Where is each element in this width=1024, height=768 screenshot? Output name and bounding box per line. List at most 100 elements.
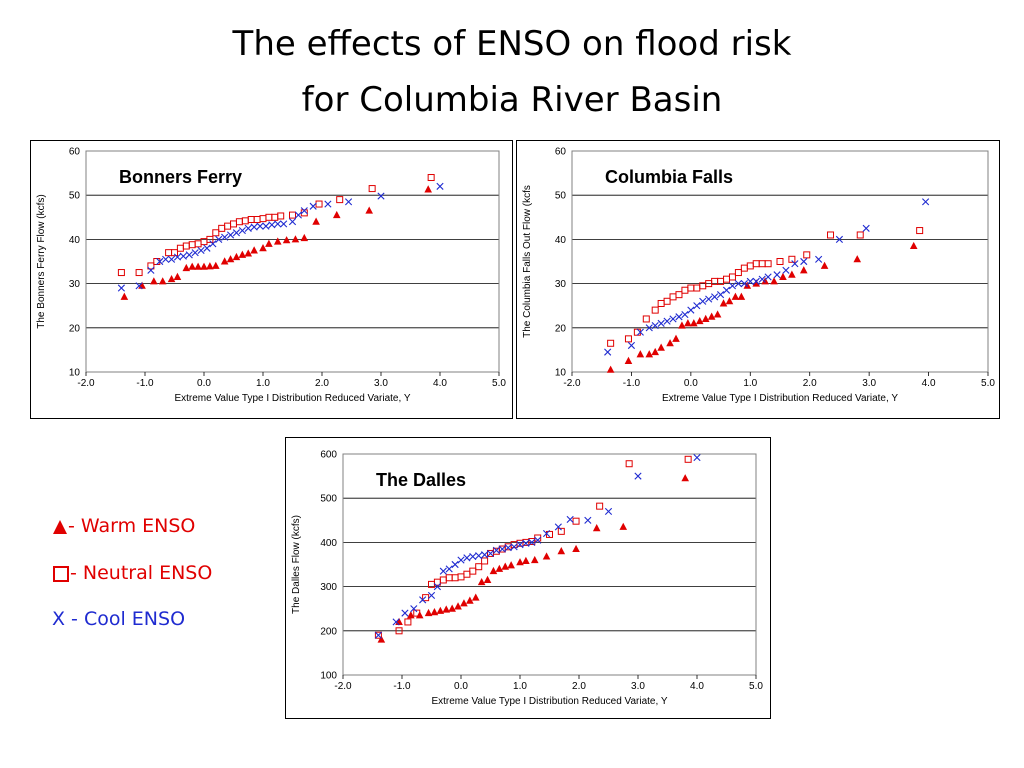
data-point-warm [666,339,674,347]
data-point-neutral [469,567,477,575]
x-mark-stroke [669,315,677,323]
data-point-cool [268,221,276,229]
y-tick-label: 400 [320,538,337,549]
data-point-neutral [224,222,232,230]
x-mark-stroke [173,253,182,261]
data-point-warm [707,312,716,320]
legend-cool-enso: X - Cool ENSO [52,608,185,630]
x-tick-label: 4.0 [922,378,936,389]
data-point-neutral [259,215,267,223]
y-tick-label: 50 [555,191,567,202]
data-point-cool [516,541,524,549]
data-point-warm [244,249,253,257]
series-cool-enso [117,182,444,292]
data-point-neutral [827,231,835,239]
data-point-cool [469,552,477,561]
data-point-neutral [451,574,459,582]
plot-area [85,150,500,373]
data-point-neutral [182,242,190,250]
x-tick-label: 5.0 [981,378,995,389]
data-point-cool [534,536,542,544]
data-point-cool [463,554,471,562]
x-tick-label: 5.0 [492,378,506,389]
x-tick-label: 0.0 [197,378,211,389]
x-mark-stroke [262,222,270,230]
data-point-warm [681,474,689,482]
data-point-warm [489,566,498,575]
data-point-warm [407,611,415,619]
x-mark-stroke [232,229,241,237]
data-point-cool [167,255,176,263]
data-point-neutral [427,174,435,182]
data-point-cool [162,255,170,263]
data-point-neutral [153,258,161,265]
x-mark-stroke [463,554,471,562]
x-mark-stroke [675,313,683,321]
x-mark-stroke [445,565,453,573]
data-point-cool [504,544,512,552]
legend-neutral-enso: - Neutral ENSO [52,562,212,584]
data-point-warm [557,547,566,555]
data-point-cool [117,284,125,292]
data-point-cool [835,235,844,243]
data-point-warm [695,316,704,325]
x-mark-stroke [344,198,353,206]
data-point-cool [436,182,444,190]
data-point-warm [725,297,734,305]
data-point-cool [481,551,489,559]
data-point-neutral [413,609,421,617]
chart-svg-the-dalles: 100 200 300 400 500 600 -2.0 -1.0 0.0 1.0 2.0 3.0 4.… [291,450,763,708]
chart-svg-bonners-ferry: 10 20 30 40 50 60 -2.0 -1.0 0.0 1.0 2.0 3.0 4.0 5.0 Ex… [36,147,506,405]
data-point-neutral [218,224,226,232]
data-point-cool [156,257,164,266]
data-point-cool [294,211,302,219]
data-point-neutral [395,627,403,635]
x-mark-stroke [457,556,465,564]
data-point-neutral [176,244,184,252]
data-point-warm [743,281,752,289]
data-point-warm [779,272,787,280]
data-point-neutral [625,460,633,468]
x-mark-stroke [636,328,644,336]
data-point-warm [282,236,291,244]
x-mark-stroke [584,516,592,524]
data-point-cool [815,255,823,263]
y-tick-label: 40 [69,235,81,246]
data-point-warm [507,561,515,569]
x-tick-label: 2.0 [315,378,329,389]
square-icon [53,565,69,582]
x-mark-stroke [862,224,870,232]
data-point-cool [392,618,400,626]
y-axis-label: The Bonners Ferry Flow (kcfs) [36,194,47,328]
data-point-cool [634,472,642,480]
data-point-cool [636,328,644,336]
data-point-neutral [271,213,279,221]
data-point-warm [466,596,474,604]
x-mark-stroke [728,282,737,290]
data-point-neutral [253,216,261,224]
x-tick-label: 1.0 [513,681,527,692]
x-axis-label: Extreme Value Type I Distribution Reduce… [431,696,667,707]
x-mark-stroke [634,472,642,480]
data-point-cool [675,313,683,321]
data-point-warm [424,185,432,193]
x-mark-stroke [469,552,477,561]
x-mark-stroke [324,200,332,208]
x-mark-stroke [534,536,542,544]
chart-svg-columbia-falls: 10 20 30 40 50 60 -2.0 -1.0 0.0 1.0 2.0 3.0 4.0 5.0 Ex… [522,147,995,405]
data-point-cool [179,252,187,260]
data-point-cool [492,546,500,554]
x-mark-stroke [117,284,125,292]
data-point-cool [687,306,695,314]
data-point-cool [433,583,441,591]
data-point-cool [232,229,241,237]
data-point-warm [460,599,468,607]
data-point-warm [495,564,504,572]
data-point-neutral [475,563,483,571]
x-mark-stroke [516,541,524,549]
data-point-warm [731,292,740,300]
y-axis-label: The Columbia Falls Out Flow (kcfs [522,185,533,338]
x-mark-stroke [274,220,282,228]
data-point-cool [377,192,385,200]
x-mark-stroke [687,306,695,314]
